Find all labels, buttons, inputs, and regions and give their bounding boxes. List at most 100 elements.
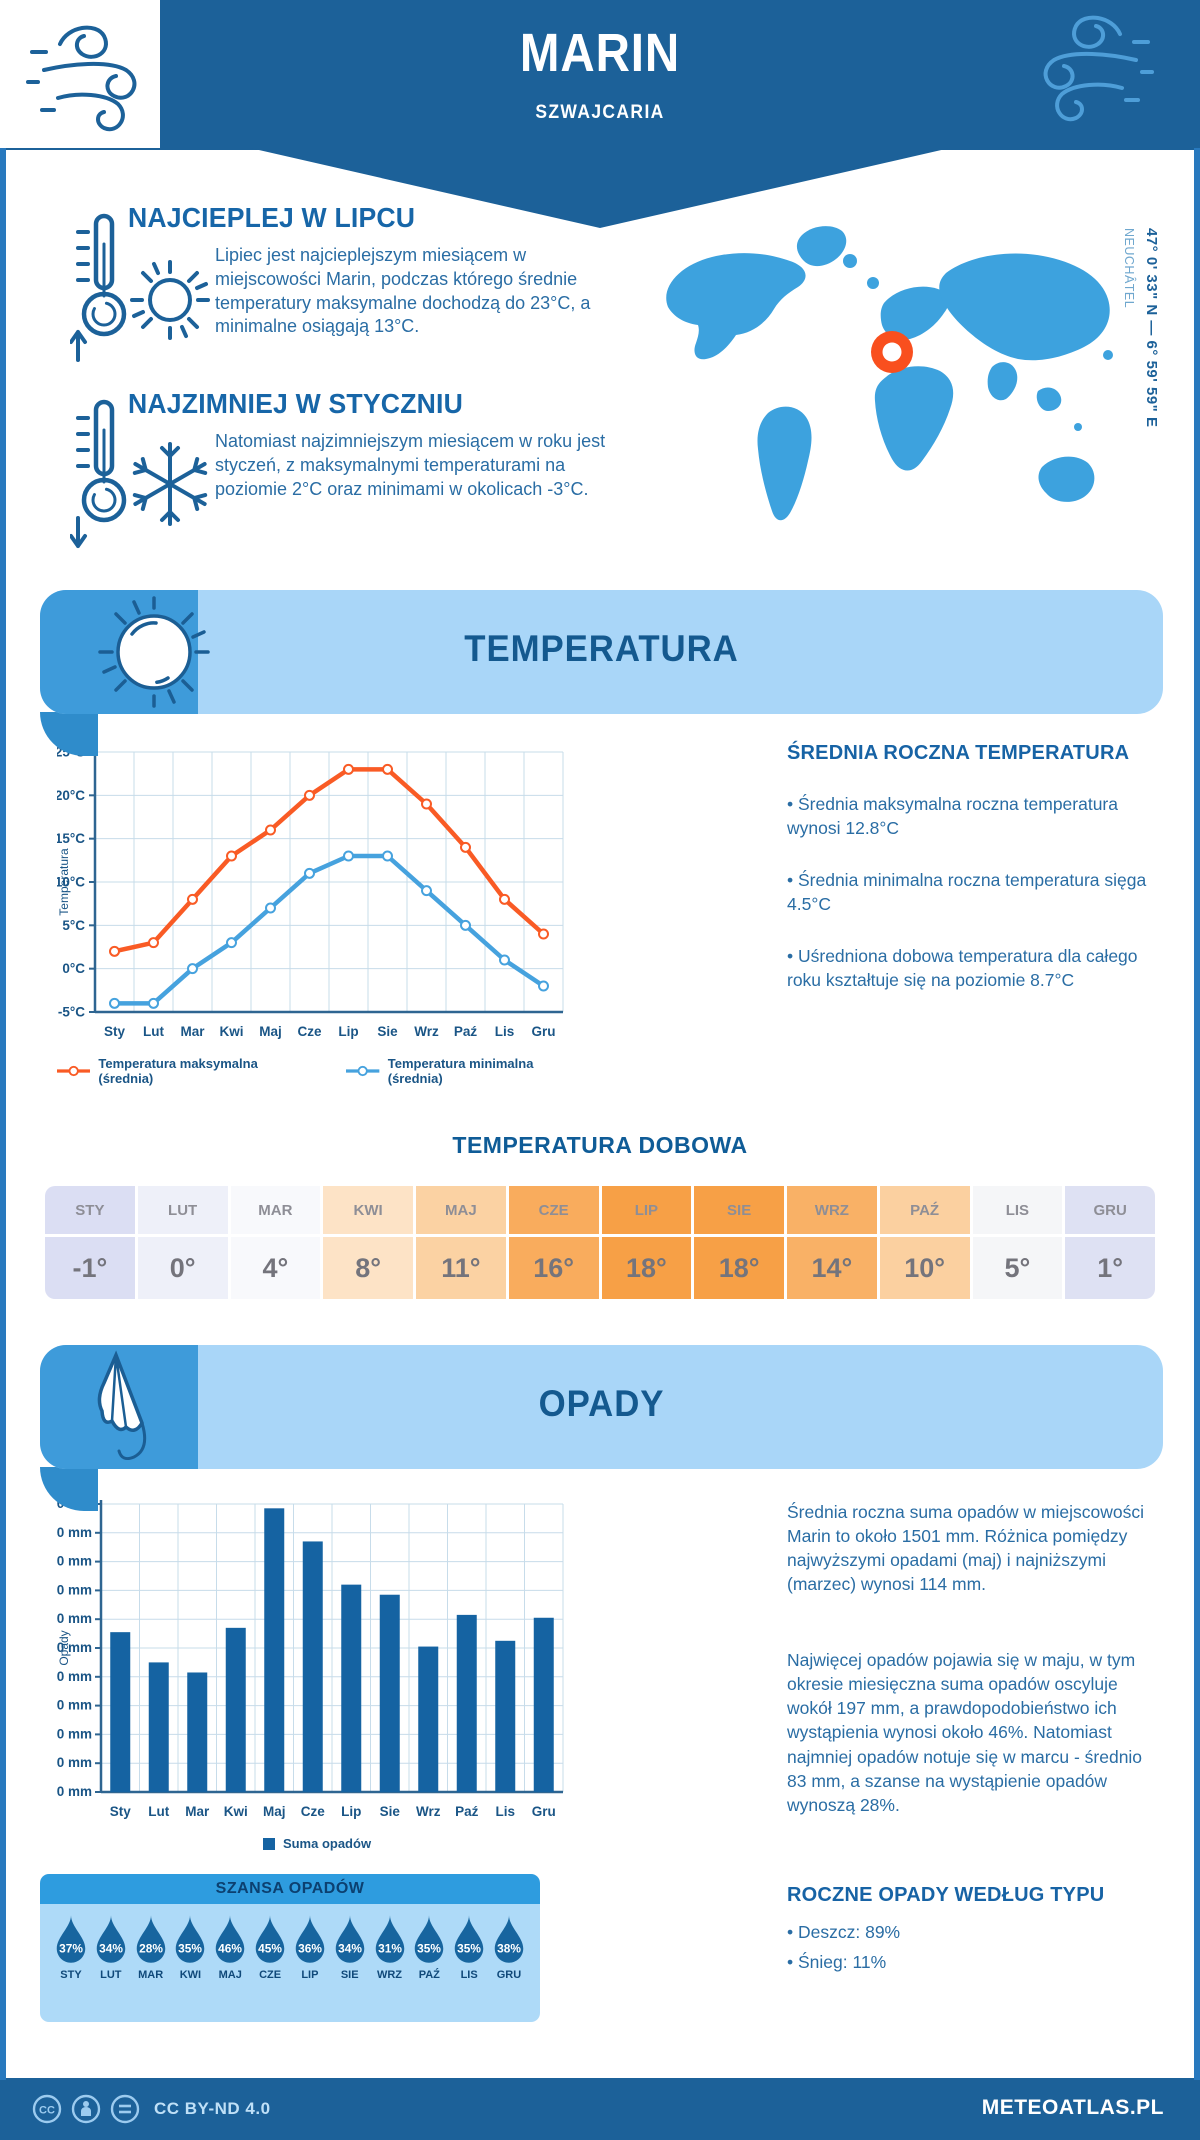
svg-text:Lip: Lip	[338, 1024, 358, 1039]
daily-temp-value: 10°	[879, 1237, 970, 1299]
svg-text:180 mm: 180 mm	[57, 1525, 92, 1540]
precip-type-title: ROCZNE OPADY WEDŁUG TYPU	[787, 1884, 1105, 1906]
rain-chance-droplet-PAŹ: 35% PAŹ	[410, 1912, 448, 2022]
daily-temp-cell-WRZ: WRZ 14°	[787, 1186, 877, 1299]
highlight-warm-title: NAJCIEPLEJ W LIPCU	[128, 202, 416, 233]
svg-text:Lis: Lis	[495, 1804, 515, 1819]
temperature-chart: 25°C20°C15°C10°C5°C0°C-5°CStyLutMarKwiMa…	[57, 745, 564, 1039]
rain-chance-droplet-LIS: 35% LIS	[450, 1912, 488, 2022]
daily-temp-month: SIE	[694, 1186, 784, 1234]
daily-temp-month: STY	[45, 1186, 135, 1234]
rain-chance-droplet-GRU: 38% GRU	[490, 1912, 528, 2022]
droplet-month-label: LIS	[460, 1969, 478, 1981]
daily-temp-value: 5°	[972, 1237, 1063, 1299]
banner-curl	[40, 712, 98, 756]
header-corner	[0, 0, 160, 148]
daily-temp-value: 18°	[601, 1237, 692, 1299]
droplet-icon: 34%	[335, 1915, 364, 1963]
svg-text:Temperatura: Temperatura	[57, 848, 71, 916]
svg-text:Gru: Gru	[531, 1024, 555, 1039]
droplet-month-label: GRU	[496, 1969, 522, 1981]
svg-text:37%: 37%	[59, 1941, 83, 1955]
wind-icon	[1000, 8, 1160, 137]
daily-temp-cell-SIE: SIE 18°	[694, 1186, 784, 1299]
svg-text:38%: 38%	[497, 1941, 521, 1955]
rain-chance-droplet-LUT: 34% LUT	[92, 1912, 130, 2022]
precip-type-bullet-2: • Śnieg: 11%	[787, 1952, 887, 1972]
svg-text:34%: 34%	[338, 1941, 362, 1955]
daily-temp-cell-LIS: LIS 5°	[972, 1186, 1063, 1299]
svg-text:31%: 31%	[378, 1941, 402, 1955]
rain-chance-droplet-KWI: 35% KWI	[171, 1912, 209, 2022]
svg-text:10°C: 10°C	[57, 875, 85, 890]
page-subtitle: SZWAJCARIA	[535, 102, 665, 123]
temperature-banner: TEMPERATURA	[40, 590, 1163, 714]
svg-text:100 mm: 100 mm	[57, 1640, 92, 1655]
daily-temp-value: -1°	[45, 1237, 135, 1299]
precip-banner-title: OPADY	[538, 1383, 665, 1424]
svg-text:Sie: Sie	[377, 1024, 398, 1039]
svg-text:Mar: Mar	[185, 1804, 210, 1819]
droplet-icon: 34%	[96, 1915, 126, 1963]
droplet-icon: 31%	[375, 1915, 404, 1963]
droplet-month-label: LUT	[100, 1969, 122, 1981]
daily-temp-cell-LUT: LUT 0°	[137, 1186, 228, 1299]
umbrella-icon	[68, 1349, 188, 1480]
svg-text:Maj: Maj	[263, 1804, 286, 1819]
svg-text:Paź: Paź	[455, 1804, 479, 1819]
svg-text:Cze: Cze	[297, 1024, 321, 1039]
daily-temp-cell-MAJ: MAJ 11°	[416, 1186, 506, 1299]
droplet-icon: 37%	[56, 1915, 86, 1963]
temp-summary-title: ŚREDNIA ROCZNA TEMPERATURA	[787, 742, 1130, 764]
daily-temp-month: MAR	[230, 1186, 321, 1234]
svg-text:Lip: Lip	[341, 1804, 361, 1819]
svg-text:60 mm: 60 mm	[57, 1698, 92, 1713]
rain-chance-droplet-STY: 37% STY	[52, 1912, 90, 2022]
precip-paragraph-1: Średnia roczna suma opadów w miejscowośc…	[787, 1502, 1144, 1595]
wind-icon	[22, 14, 154, 147]
daily-temp-month: LIS	[972, 1186, 1063, 1234]
cc-icon: CC	[32, 2094, 62, 2124]
daily-temp-value: 4°	[230, 1237, 321, 1299]
daily-temp-cell-CZE: CZE 16°	[508, 1186, 599, 1299]
droplet-icon: 36%	[295, 1915, 325, 1963]
header-band	[0, 0, 1200, 150]
svg-text:140 mm: 140 mm	[57, 1582, 92, 1597]
sun-banner-icon	[92, 592, 216, 717]
rain-chance-panel: 37% STY 34% LUT 28% MAR 35% KWI 46% MAJ 45% CZE 36% L…	[40, 1904, 540, 2022]
daily-temp-value: 11°	[416, 1237, 506, 1299]
droplet-month-label: SIE	[340, 1969, 359, 1981]
cc-nd-icon	[110, 2094, 140, 2124]
license-label: CC BY-ND 4.0	[154, 2099, 271, 2118]
daily-temp-value: 16°	[508, 1237, 599, 1299]
daily-temp-cell-GRU: GRU 1°	[1065, 1186, 1155, 1299]
daily-temp-value: 14°	[787, 1237, 877, 1299]
droplet-icon: 35%	[415, 1915, 444, 1963]
footer: CC CC BY-ND 4.0 METEOATLAS.PL	[0, 2078, 1200, 2140]
svg-text:20°C: 20°C	[57, 788, 85, 803]
droplet-month-label: STY	[60, 1969, 82, 1981]
svg-text:Maj: Maj	[259, 1024, 282, 1039]
legend-item: Suma opadów	[262, 1836, 371, 1851]
svg-text:Wrz: Wrz	[414, 1024, 439, 1039]
precipitation-chart: 0 mm 20 mm 40 mm 60 mm 80 mm 100 mm 120 mm 140 …	[57, 1496, 564, 1819]
rain-chance-droplet-LIP: 36% LIP	[291, 1912, 329, 2022]
daily-temp-value: 1°	[1065, 1237, 1155, 1299]
svg-text:Paź: Paź	[454, 1024, 478, 1039]
svg-text:20 mm: 20 mm	[57, 1755, 92, 1770]
site-label: METEOATLAS.PL	[981, 2096, 1164, 2119]
rain-chance-droplet-MAR: 28% MAR	[132, 1912, 170, 2022]
world-map	[640, 195, 1130, 595]
svg-text:Lut: Lut	[148, 1804, 169, 1819]
svg-text:120 mm: 120 mm	[57, 1611, 92, 1626]
daily-temp-month: KWI	[323, 1186, 413, 1234]
droplet-month-label: MAR	[138, 1969, 164, 1981]
svg-text:Opady: Opady	[57, 1630, 71, 1665]
svg-text:Kwi: Kwi	[224, 1804, 248, 1819]
svg-text:35%: 35%	[417, 1941, 441, 1955]
temperature-banner-title: TEMPERATURA	[464, 628, 739, 669]
daily-temp-value: 0°	[137, 1237, 228, 1299]
daily-temp-month: PAŹ	[879, 1186, 970, 1234]
rain-chance-droplet-WRZ: 31% WRZ	[371, 1912, 409, 2022]
svg-text:Sty: Sty	[110, 1804, 132, 1819]
